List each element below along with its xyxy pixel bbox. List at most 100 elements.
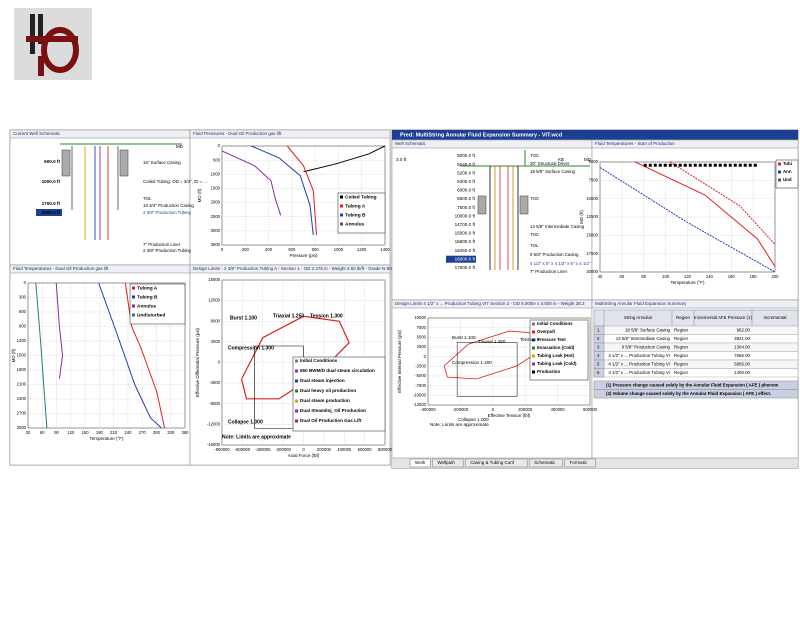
legend-entry: Und — [783, 177, 792, 182]
legend-entry: Tubing A — [137, 285, 158, 291]
y-tick-label: -16000 — [207, 442, 221, 447]
y-tick-label: 10000 — [586, 196, 598, 201]
y-tick-label: 500 — [213, 157, 221, 162]
legend-entry: Dual steam injection — [300, 378, 345, 383]
tab-label[interactable]: Work — [415, 460, 426, 465]
depth-label: 5300.0 ft — [457, 179, 476, 184]
x-tick-label: 400000 — [551, 407, 566, 412]
casing — [61, 149, 71, 177]
depth-label: 15000.0 ft — [455, 231, 476, 236]
legend-swatch — [295, 379, 298, 383]
legend-swatch — [778, 178, 781, 182]
legend-entry: Tubi — [783, 161, 792, 166]
legend-entry: Tubing B — [345, 212, 366, 218]
y-tick-label: 2400 — [17, 396, 27, 401]
column-header: Region — [676, 315, 690, 320]
x-tick-label: 360 — [182, 430, 190, 435]
y-tick-label: 5000 — [589, 159, 599, 164]
curve — [669, 161, 776, 245]
cell: 7666.00 — [734, 353, 750, 358]
legend-swatch — [532, 330, 535, 334]
legend-swatch — [295, 419, 298, 423]
legend-swatch — [532, 370, 535, 374]
legend — [129, 283, 186, 325]
x-tick-label: 60 — [40, 430, 45, 435]
tab[interactable] — [409, 458, 431, 468]
curve — [634, 161, 776, 267]
row-number: 1 — [597, 327, 600, 332]
tab-label[interactable]: Casing & Tubing Conf — [470, 460, 515, 465]
curve — [221, 150, 282, 216]
x-tick-label: 200000 — [317, 447, 332, 452]
tab-label[interactable]: Formatic — [570, 460, 588, 465]
y-tick-label: 16000 — [208, 277, 220, 282]
curve — [456, 342, 518, 397]
curve — [124, 282, 166, 429]
legend-entry: Initial Conditions — [537, 321, 573, 326]
annotation: Tension 1.300 — [310, 313, 343, 319]
depth-label: 14700.0 ft — [455, 222, 476, 227]
y-tick-label: 600 — [19, 309, 27, 314]
x-tick-label: 600 — [288, 247, 296, 252]
legend-entry: Undisturbed — [137, 312, 165, 318]
cell: 1400.00 — [734, 370, 750, 375]
logo-stroke — [26, 36, 78, 42]
schematic-label: TOL — [530, 243, 539, 248]
curve — [240, 315, 350, 400]
annotation: Compression 1.300 — [228, 345, 274, 351]
x-tick-label: 150 — [82, 430, 90, 435]
column-header: String Annulus — [624, 315, 653, 320]
annotation: Tension 1 — [520, 337, 540, 342]
tab-label[interactable]: Wellpath — [437, 460, 455, 465]
schematic-label: Coiled Tubing: OD = 3/4", ID = ... — [143, 179, 207, 184]
cell: Region — [674, 336, 688, 341]
table-note: (1) Pressure change caused solely by the… — [606, 382, 779, 387]
x-tick-label: 0 — [302, 447, 305, 452]
legend-swatch — [340, 195, 343, 199]
legend-swatch — [132, 295, 135, 299]
row-number: 2 — [597, 336, 600, 341]
x-tick-label: -800000 — [214, 447, 230, 452]
tab[interactable] — [564, 458, 596, 468]
x-tick-label: 30 — [26, 430, 31, 435]
depth-label: 10000.0 ft — [455, 213, 476, 218]
tab-label[interactable]: Schematic — [534, 460, 556, 465]
y-tick-label: 2100 — [17, 382, 27, 387]
schematic-label: 7" Production Liner — [143, 242, 181, 247]
curve — [98, 282, 162, 429]
row-number: 3 — [597, 344, 600, 349]
legend-swatch — [532, 322, 535, 326]
cell: Region — [674, 327, 688, 332]
depth-label: 1000.0 ft — [42, 179, 61, 184]
legend — [292, 356, 386, 432]
y-tick-label: 1800 — [17, 367, 27, 372]
column-header: Incremental AFE Pressure (1) — [694, 315, 752, 320]
x-tick-label: 100 — [662, 274, 670, 279]
y-tick-label: 2500 — [417, 344, 427, 349]
x-tick-label: -200000 — [453, 407, 469, 412]
y-axis-label: MD (ft) — [197, 188, 202, 202]
legend-entry: Initial Conditions — [300, 358, 338, 363]
legend-entry: Dual steam production — [300, 398, 350, 403]
y-tick-label: -5000 — [415, 373, 426, 378]
legend-entry: Tubing Leak (Cold) — [537, 361, 577, 366]
x-tick-label: 200 — [772, 274, 780, 279]
schematic-label: TOC — [530, 232, 539, 237]
x-axis-label: Effective Tension (lbf) — [488, 413, 531, 418]
legend-entry: Tubing A — [345, 203, 366, 209]
tab[interactable] — [464, 458, 528, 468]
schematic-label: 16" Surface Casing — [143, 160, 181, 165]
pane-title: Current Well Schematic — [13, 131, 61, 136]
legend-entry: Production — [537, 369, 560, 374]
y-tick-label: 17500 — [586, 251, 598, 256]
depth-label: 16800.0 ft — [455, 256, 476, 261]
x-tick-label: -200000 — [275, 447, 291, 452]
curve — [35, 282, 48, 429]
schematic-label: 9 5/8" Production Casing — [530, 252, 579, 257]
x-axis-label: Pressure (psi) — [289, 253, 318, 258]
legend-entry: Evacuation (Cold) — [537, 345, 575, 350]
tab[interactable] — [432, 458, 464, 468]
y-axis-label: MD (ft) — [579, 210, 584, 224]
cell: Region — [674, 370, 688, 375]
tab[interactable] — [528, 458, 563, 468]
